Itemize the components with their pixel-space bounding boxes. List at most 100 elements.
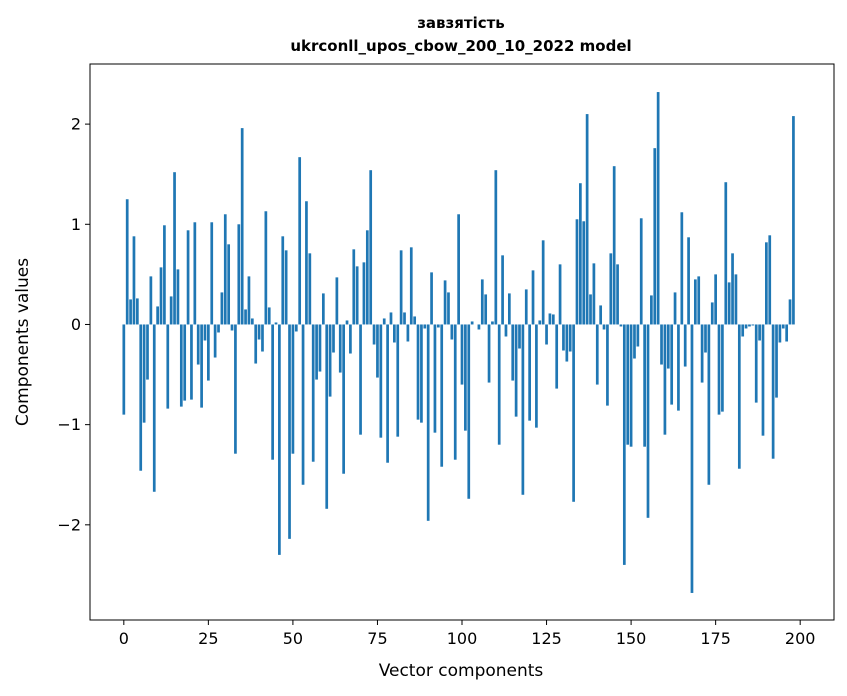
bar-component-16 <box>176 269 180 325</box>
bar-component-3 <box>132 236 136 325</box>
bar-component-56 <box>311 324 315 462</box>
bar-component-65 <box>342 324 345 474</box>
bar-component-193 <box>775 324 778 398</box>
bar-component-102 <box>467 324 471 499</box>
bar-component-128 <box>555 324 559 389</box>
bar-component-169 <box>693 279 697 325</box>
bar-component-9 <box>152 324 156 492</box>
bar-component-192 <box>771 324 775 459</box>
bar-series <box>122 92 795 593</box>
bar-component-182 <box>737 324 741 469</box>
bar-component-117 <box>518 324 521 349</box>
bar-component-167 <box>687 237 690 325</box>
bar-component-157 <box>653 148 657 325</box>
bar-component-121 <box>531 270 535 325</box>
bar-component-118 <box>521 324 525 495</box>
bar-component-77 <box>382 318 386 325</box>
bar-component-126 <box>548 313 552 325</box>
bar-component-6 <box>142 324 146 423</box>
bar-component-97 <box>450 324 454 340</box>
bar-component-131 <box>565 324 569 362</box>
bar-component-90 <box>426 324 430 521</box>
bar-component-196 <box>785 324 789 342</box>
bar-component-15 <box>173 172 176 325</box>
bar-component-14 <box>169 296 173 325</box>
bar-component-135 <box>579 183 582 325</box>
bar-component-96 <box>447 292 450 325</box>
bar-component-194 <box>778 324 782 343</box>
bar-component-106 <box>480 279 484 325</box>
bar-component-94 <box>440 324 444 467</box>
bar-component-29 <box>220 292 224 325</box>
bar-component-155 <box>646 324 650 518</box>
bar-component-107 <box>484 294 488 325</box>
bar-component-144 <box>609 253 613 325</box>
bar-component-122 <box>535 324 538 428</box>
bar-component-55 <box>308 253 312 325</box>
bar-component-30 <box>223 214 227 325</box>
bar-component-179 <box>727 282 731 325</box>
bar-component-45 <box>274 322 278 325</box>
chart-title: завзятість <box>417 14 505 32</box>
plot-area-frame <box>89 63 835 621</box>
bar-component-191 <box>768 235 772 325</box>
bar-component-7 <box>146 324 149 380</box>
bar-component-98 <box>453 324 457 460</box>
bar-component-89 <box>423 324 427 329</box>
bar-component-40 <box>257 324 261 340</box>
bar-component-22 <box>196 324 200 365</box>
bar-component-43 <box>267 307 271 325</box>
bar-component-170 <box>697 276 701 325</box>
bar-component-34 <box>237 224 241 325</box>
bar-component-51 <box>294 324 298 332</box>
bar-component-19 <box>186 230 190 325</box>
bar-component-52 <box>298 157 302 325</box>
bar-component-100 <box>460 324 464 385</box>
bar-component-162 <box>670 324 674 405</box>
bar-component-125 <box>545 324 548 345</box>
bar-component-141 <box>599 305 603 325</box>
bar-component-8 <box>149 276 153 325</box>
bar-component-2 <box>129 299 132 325</box>
bar-component-173 <box>707 324 711 485</box>
bar-component-164 <box>677 324 680 411</box>
bar-component-70 <box>359 324 362 435</box>
bar-component-87 <box>416 324 420 420</box>
bar-component-197 <box>788 299 792 325</box>
bar-component-123 <box>538 320 542 325</box>
bar-component-120 <box>528 324 531 421</box>
bar-component-27 <box>213 324 217 358</box>
bar-component-61 <box>328 324 332 397</box>
bar-component-69 <box>355 266 359 325</box>
bar-component-10 <box>156 306 159 325</box>
bar-component-59 <box>321 293 325 325</box>
bar-component-129 <box>558 264 562 325</box>
bar-component-99 <box>457 214 460 325</box>
bar-component-48 <box>284 250 288 325</box>
y-tick-label-2: 2 <box>71 115 81 134</box>
bar-component-174 <box>710 302 714 325</box>
bar-component-54 <box>305 201 308 325</box>
bar-component-83 <box>403 312 406 325</box>
bar-component-92 <box>433 324 437 433</box>
bar-component-28 <box>217 324 220 333</box>
bar-component-190 <box>765 242 768 325</box>
bar-component-23 <box>200 324 203 408</box>
bar-component-38 <box>250 318 254 325</box>
bar-component-26 <box>210 222 214 325</box>
bar-component-188 <box>758 324 761 341</box>
bar-component-130 <box>562 324 565 351</box>
x-tick-label-50: 50 <box>283 629 303 648</box>
bar-component-1 <box>125 199 129 325</box>
bar-component-105 <box>477 324 481 330</box>
bar-component-79 <box>389 312 393 325</box>
bar-component-63 <box>335 277 339 325</box>
x-tick-label-125: 125 <box>531 629 562 648</box>
y-tick-label--1: −1 <box>57 415 81 434</box>
bar-component-4 <box>135 298 139 325</box>
bar-component-178 <box>724 182 728 325</box>
bar-component-138 <box>589 294 592 325</box>
bar-component-68 <box>352 249 356 325</box>
bar-component-186 <box>751 324 755 326</box>
bar-component-60 <box>325 324 329 509</box>
